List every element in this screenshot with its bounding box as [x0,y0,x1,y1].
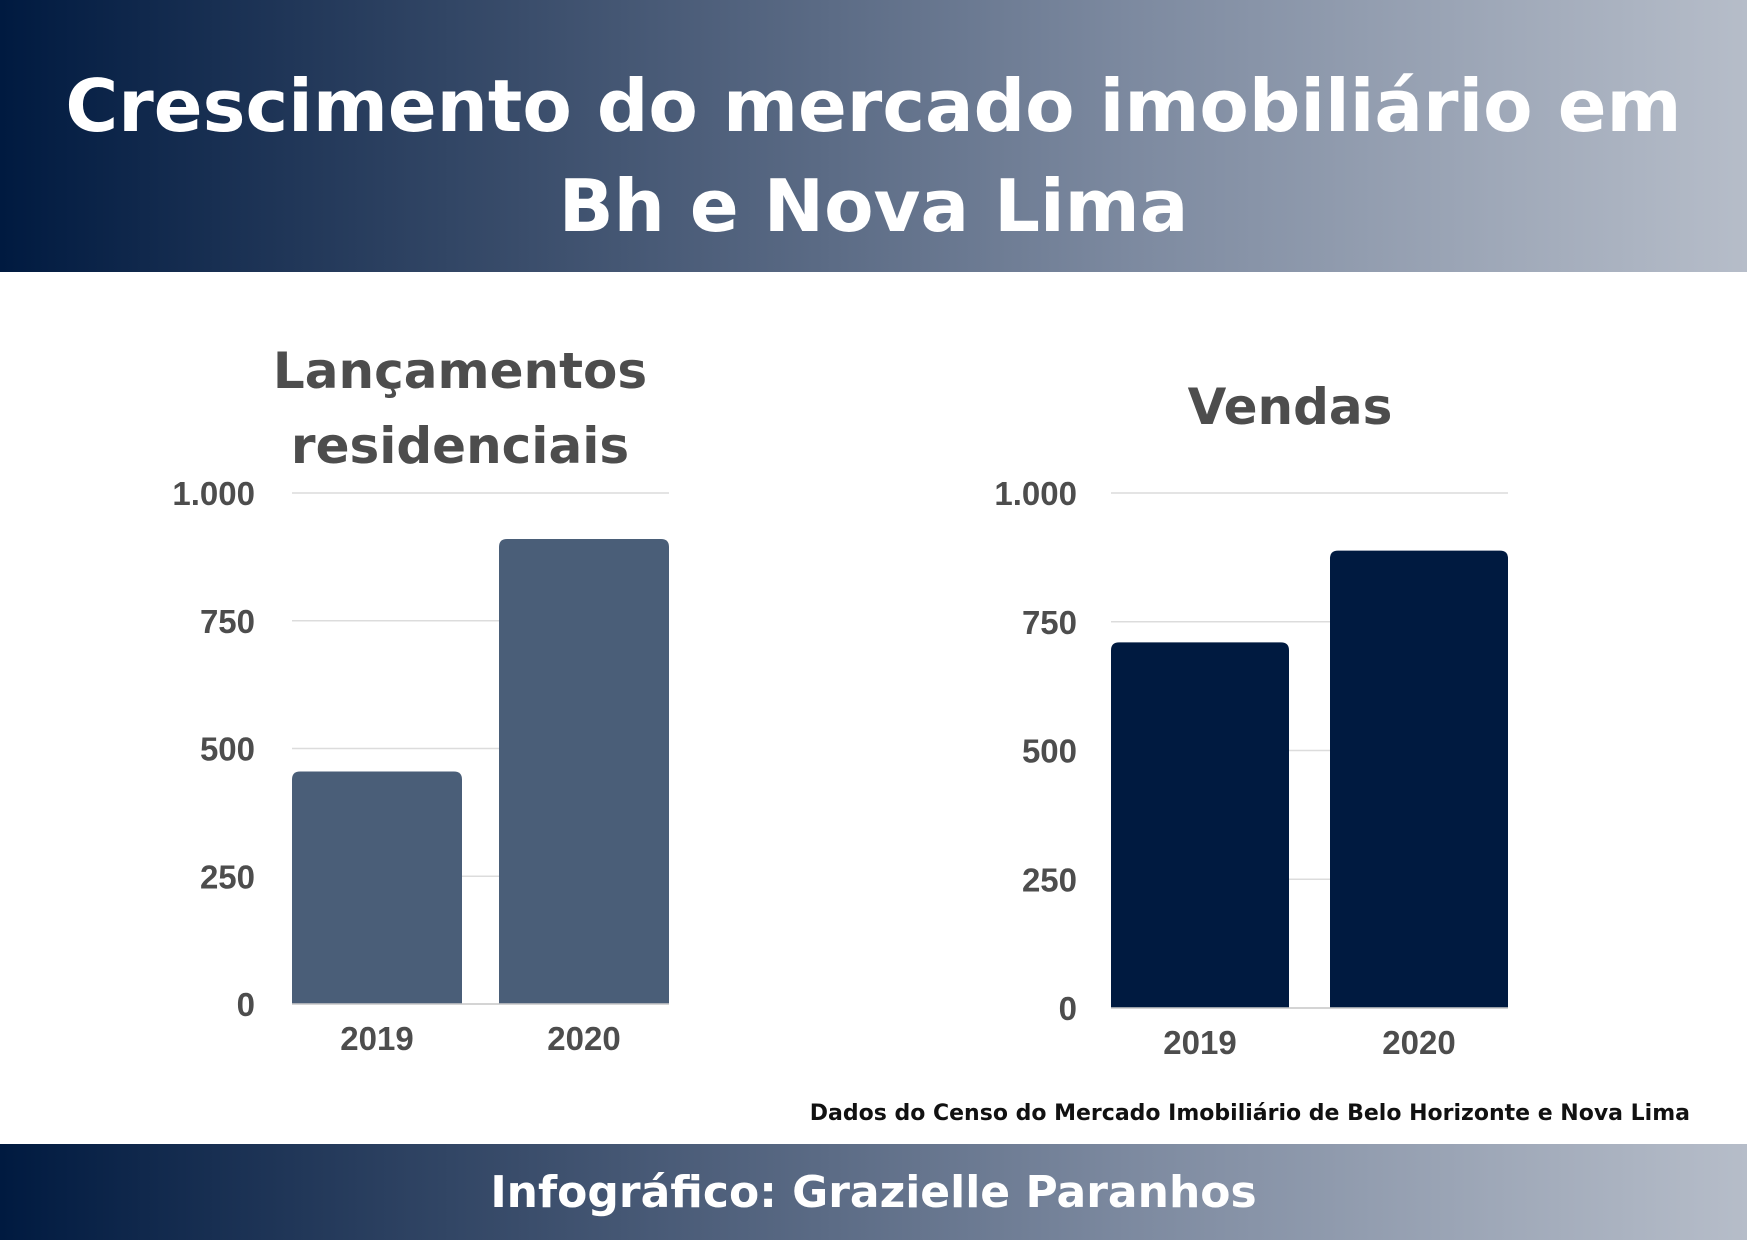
chart2-ytick-label-3: 750 [1022,604,1077,641]
chart1-xtick-label-1: 2020 [547,1020,620,1057]
chart1-title-line1: Lançamentos [272,342,648,400]
footer-banner: Infográfico: Grazielle Paranhos [0,1144,1747,1240]
chart2-ytick-label-2: 500 [1022,733,1077,770]
chart1-ytick-label-1: 250 [200,858,255,895]
chart2-bar-2019 [1111,642,1289,1008]
chart1-ytick-label-2: 500 [200,731,255,768]
source-note: Dados do Censo do Mercado Imobiliário de… [809,1101,1690,1126]
chart2-xtick-label-0: 2019 [1163,1024,1236,1061]
chart2-title: Vendas [1187,378,1393,436]
chart2-xtick-label-1: 2020 [1382,1024,1455,1061]
credit-text: Infográfico: Grazielle Paranhos [490,1167,1257,1218]
chart1-title-line2: residenciais [290,417,630,475]
chart1-bar-2020 [499,538,669,1004]
chart1-xtick-label-0: 2019 [340,1020,413,1057]
page-title-line1: Crescimento do mercado imobiliário em [65,64,1682,148]
header-banner: Crescimento do mercado imobiliário em Bh… [0,0,1747,272]
chart2-ytick-label-4: 1.000 [994,475,1077,512]
chart2-ytick-label-1: 250 [1022,861,1077,898]
chart1-ytick-label-4: 1.000 [172,475,255,512]
chart1-ytick-label-0: 0 [237,986,255,1023]
page-title-line2: Bh e Nova Lima [558,164,1189,248]
chart2-bar-2020 [1330,550,1508,1008]
chart1-ytick-label-3: 750 [200,603,255,640]
chart2-ytick-label-0: 0 [1059,990,1077,1027]
chart1-bar-2019 [292,771,462,1004]
